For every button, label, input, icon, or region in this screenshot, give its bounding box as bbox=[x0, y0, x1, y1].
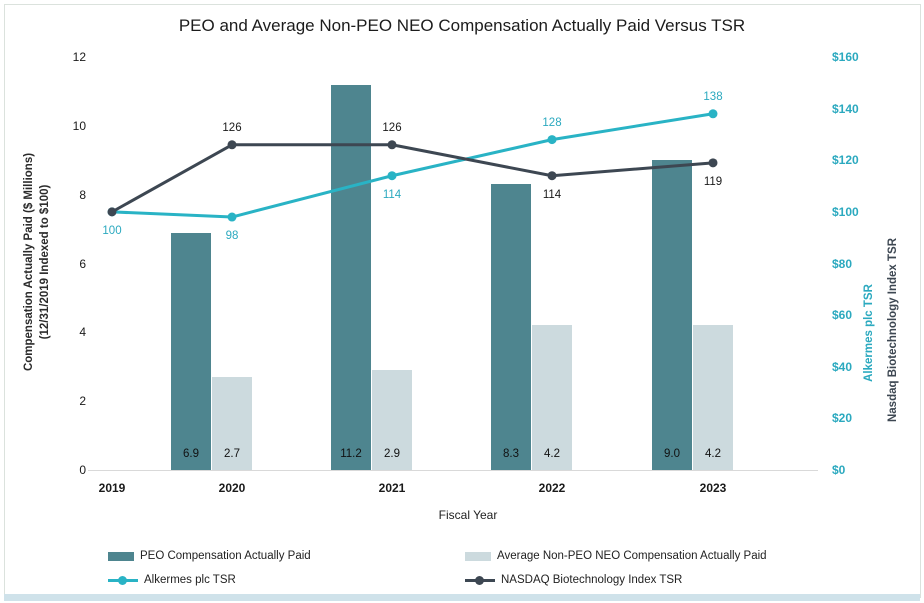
bar-value-label: 9.0 bbox=[664, 448, 680, 460]
line-value-label: 126 bbox=[382, 121, 402, 134]
x-label-2021: 2021 bbox=[378, 481, 406, 495]
data-point bbox=[547, 135, 557, 145]
line-value-label: 114 bbox=[542, 188, 562, 201]
left-tick-10: 10 bbox=[72, 118, 86, 133]
right-tick-0: $0 bbox=[832, 463, 846, 477]
legend-item-3: Alkermes plc TSR bbox=[108, 574, 236, 586]
x-axis-line bbox=[88, 470, 818, 471]
legend-label: NASDAQ Biotechnology Index TSR bbox=[501, 574, 683, 586]
bar-peo-2022 bbox=[491, 184, 531, 470]
x-label-2022: 2022 bbox=[538, 481, 566, 495]
data-point bbox=[107, 207, 117, 217]
legend-swatch-rect bbox=[108, 551, 134, 561]
right-tick-160: $160 bbox=[832, 50, 859, 64]
right-tick-80: $80 bbox=[832, 256, 853, 271]
data-point bbox=[387, 140, 397, 150]
x-label-2020: 2020 bbox=[218, 481, 246, 495]
line-value-label: 98 bbox=[225, 230, 239, 243]
line-value-label: 128 bbox=[542, 116, 562, 129]
right-tick-100: $100 bbox=[832, 204, 859, 219]
bar-neo-2023 bbox=[693, 325, 733, 470]
bottom-accent-strip bbox=[4, 594, 920, 601]
bar-value-label: 11.2 bbox=[340, 448, 362, 460]
bar-neo-2020 bbox=[212, 377, 252, 470]
line-nasdaq-tsr bbox=[111, 143, 714, 214]
chart-title: PEO and Average Non-PEO NEO Compensation… bbox=[178, 16, 746, 35]
legend-label: PEO Compensation Actually Paid bbox=[140, 550, 311, 562]
bar-value-label: 4.2 bbox=[705, 448, 721, 460]
line-value-label: 100 bbox=[102, 224, 122, 237]
line-value-label: 119 bbox=[703, 175, 723, 188]
legend-item-1: PEO Compensation Actually Paid bbox=[108, 550, 311, 562]
bar-peo-2021 bbox=[331, 84, 371, 470]
data-point bbox=[708, 109, 718, 119]
right-tick-120: $120 bbox=[832, 153, 859, 168]
legend-label: Alkermes plc TSR bbox=[144, 574, 236, 586]
right-tick-20: $20 bbox=[832, 411, 853, 426]
left-tick-6: 6 bbox=[79, 256, 86, 271]
legend-swatch-rect bbox=[465, 551, 491, 561]
x-label-2019: 2019 bbox=[98, 481, 126, 495]
bar-neo-2022 bbox=[532, 325, 572, 470]
right-tick-140: $140 bbox=[832, 101, 859, 116]
left-tick-4: 4 bbox=[79, 325, 86, 340]
left-tick-2: 2 bbox=[79, 394, 86, 409]
bar-value-label: 2.7 bbox=[224, 448, 240, 460]
line-value-label: 126 bbox=[222, 121, 242, 134]
legend-swatch-line-marker bbox=[475, 575, 484, 585]
right-tick-60: $60 bbox=[832, 308, 853, 323]
bar-neo-2021 bbox=[372, 370, 412, 470]
right-tick-40: $40 bbox=[832, 359, 853, 374]
legend-item-2: Average Non-PEO NEO Compensation Actuall… bbox=[465, 550, 767, 562]
bar-peo-2023 bbox=[652, 160, 692, 470]
legend-swatch-line bbox=[465, 575, 495, 585]
legend-swatch-line bbox=[108, 575, 138, 585]
left-tick-0: 0 bbox=[79, 463, 86, 477]
bar-value-label: 8.3 bbox=[503, 448, 519, 460]
data-point bbox=[227, 140, 237, 150]
bar-value-label: 6.9 bbox=[183, 448, 199, 460]
data-point bbox=[227, 212, 237, 222]
legend-label: Average Non-PEO NEO Compensation Actuall… bbox=[497, 550, 767, 562]
x-label-2023: 2023 bbox=[699, 481, 727, 495]
x-axis-title: Fiscal Year bbox=[438, 508, 498, 522]
left-tick-8: 8 bbox=[79, 187, 86, 202]
left-tick-12: 12 bbox=[72, 50, 86, 64]
bar-value-label: 2.9 bbox=[384, 448, 400, 460]
line-value-label: 138 bbox=[703, 90, 723, 103]
data-point bbox=[387, 171, 397, 181]
line-value-label: 114 bbox=[382, 188, 402, 201]
bar-value-label: 4.2 bbox=[544, 448, 560, 460]
data-point bbox=[547, 171, 557, 181]
line-alkermes-tsr bbox=[111, 112, 714, 219]
legend-swatch-line-marker bbox=[118, 575, 127, 585]
bar-peo-2020 bbox=[171, 232, 211, 470]
data-point bbox=[708, 158, 718, 168]
legend-item-4: NASDAQ Biotechnology Index TSR bbox=[465, 574, 682, 586]
